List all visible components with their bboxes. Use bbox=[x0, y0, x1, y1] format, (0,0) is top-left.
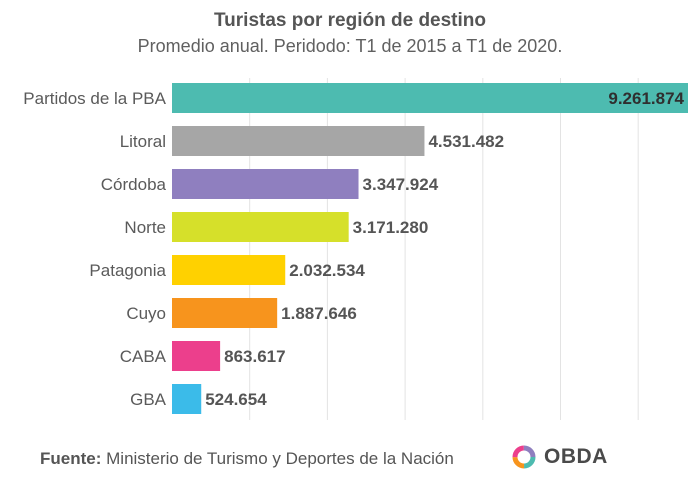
value-label: 2.032.534 bbox=[289, 261, 365, 280]
bar-5 bbox=[172, 298, 278, 328]
source-label: Fuente: bbox=[40, 449, 102, 468]
value-label: 4.531.482 bbox=[428, 132, 504, 151]
obda-logo-text: OBDA bbox=[544, 445, 608, 468]
value-label: 9.261.874 bbox=[608, 89, 684, 108]
category-label: Litoral bbox=[120, 132, 166, 151]
obda-logo-icon bbox=[512, 445, 536, 469]
value-label: 524.654 bbox=[205, 390, 267, 409]
bar-4 bbox=[172, 255, 286, 285]
value-label: 3.171.280 bbox=[353, 218, 429, 237]
source-note: Fuente: Ministerio de Turismo y Deportes… bbox=[40, 449, 454, 469]
value-label: 3.347.924 bbox=[363, 175, 439, 194]
value-label: 1.887.646 bbox=[281, 304, 357, 323]
category-label: Córdoba bbox=[101, 175, 167, 194]
bar-3 bbox=[172, 212, 349, 242]
value-label: 863.617 bbox=[224, 347, 285, 366]
category-label: GBA bbox=[130, 390, 167, 409]
category-label: CABA bbox=[120, 347, 167, 366]
source-text: Ministerio de Turismo y Deportes de la N… bbox=[106, 449, 454, 468]
obda-logo: OBDA bbox=[510, 443, 608, 471]
bar-6 bbox=[172, 341, 221, 371]
chart-subtitle: Promedio anual. Peridodo: T1 de 2015 a T… bbox=[137, 36, 563, 56]
bar-1 bbox=[172, 126, 425, 156]
bar-chart: Partidos de la PBA 9.261.874 Litoral 4.531.… bbox=[23, 78, 688, 420]
category-label: Norte bbox=[124, 218, 166, 237]
category-label: Patagonia bbox=[89, 261, 166, 280]
chart-title: Turistas por región de destino bbox=[213, 10, 486, 31]
bar-2 bbox=[172, 169, 359, 199]
bar-0 bbox=[172, 83, 688, 113]
category-label: Cuyo bbox=[126, 304, 166, 323]
bar-7 bbox=[172, 384, 202, 414]
category-label: Partidos de la PBA bbox=[23, 89, 166, 108]
